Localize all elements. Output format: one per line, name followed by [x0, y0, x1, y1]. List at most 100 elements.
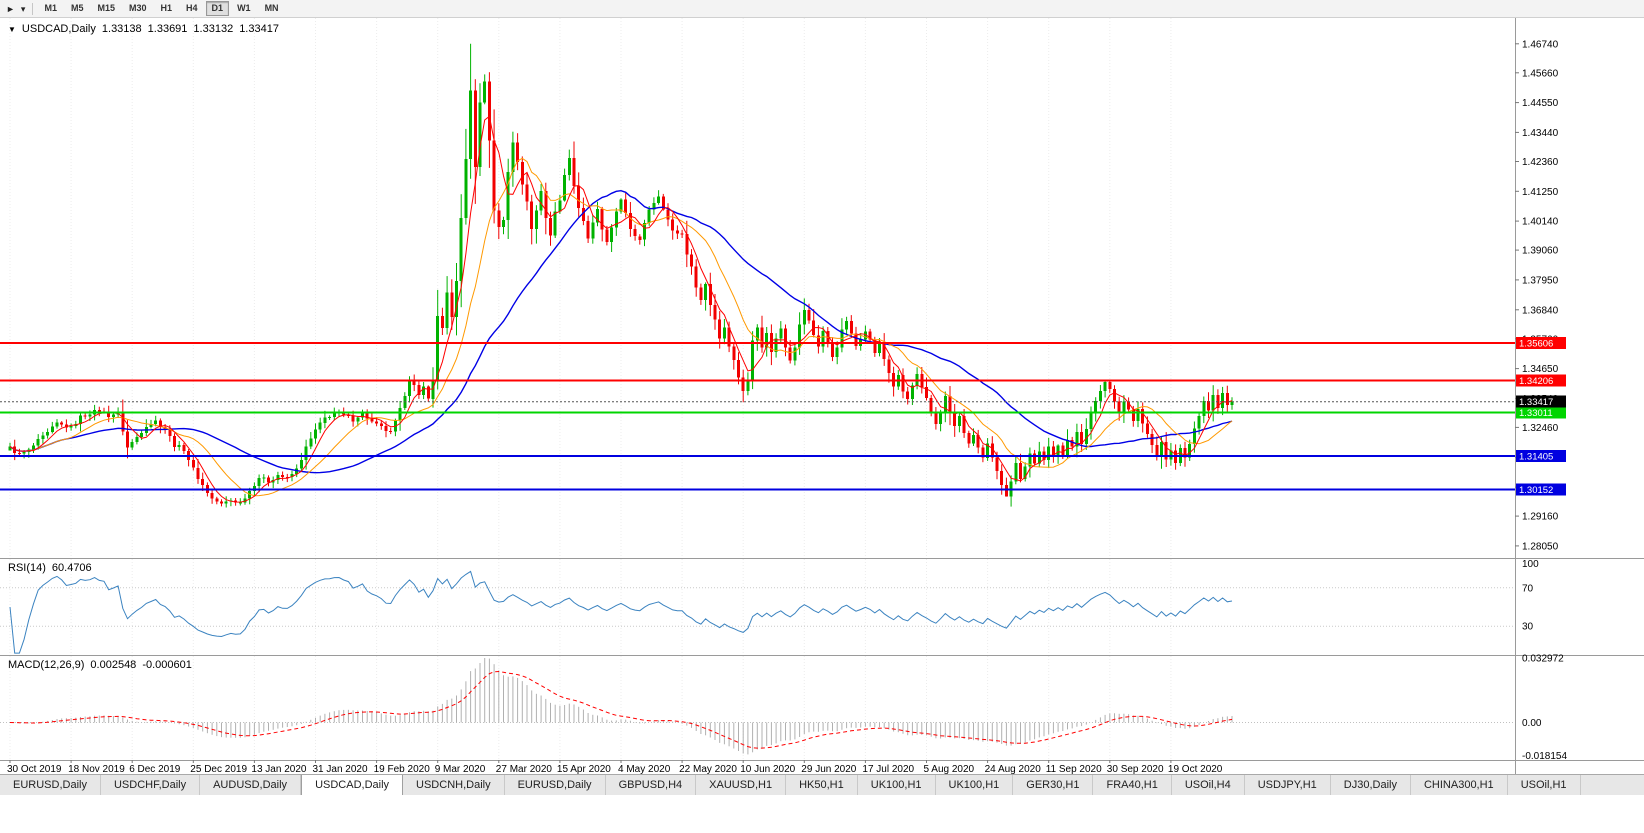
chart-tab-17[interactable]: USOil,H1 [1507, 775, 1581, 795]
candle-body [154, 420, 158, 424]
candle-body [158, 420, 162, 427]
chart-tab-13[interactable]: USOil,H4 [1171, 775, 1245, 795]
candle-body [534, 210, 538, 230]
price-axis[interactable]: 1.46740 1.45660 1.44550 1.43440 1.42360 1.412… [1515, 39, 1559, 552]
candle-body [596, 209, 599, 223]
chart-tab-5[interactable]: EURUSD,Daily [504, 775, 606, 795]
symbol-dropdown-icon[interactable]: ▼ [8, 24, 16, 34]
candle-body [55, 422, 59, 427]
chart-tab-15[interactable]: DJ30,Daily [1330, 775, 1411, 795]
toolbar: ► ▾ M1 M5 M15 M30 H1 H4 D1 W1 MN [0, 0, 1644, 18]
price-tag-1.35606: 1.35606 [1516, 336, 1566, 349]
chart-canvas[interactable]: 1.46740 1.45660 1.44550 1.43440 1.42360 1.412… [0, 18, 1644, 774]
candle-body [788, 347, 792, 361]
candle-body [516, 142, 520, 162]
candle-body [530, 201, 534, 230]
candle-body [708, 284, 712, 305]
candle-body [398, 408, 402, 420]
candle-body [619, 199, 623, 212]
timeframe-button-w1[interactable]: W1 [237, 3, 251, 13]
candle-body [1197, 416, 1201, 429]
candle-body [831, 342, 834, 358]
candle-body [624, 199, 628, 213]
candle-body [1122, 401, 1126, 414]
timeframe-button-mn[interactable]: MN [264, 3, 279, 13]
chart-tab-12[interactable]: FRA40,H1 [1093, 775, 1172, 795]
candle-body [934, 412, 938, 425]
candle-body [873, 339, 877, 354]
candle-body [83, 415, 87, 417]
chart-tab-4[interactable]: USDCNH,Daily [403, 775, 505, 795]
svg-text:1.35606: 1.35606 [1519, 338, 1553, 349]
candle-body [746, 379, 750, 391]
date-tick-label: 4 May 2020 [618, 764, 671, 774]
candle-body [8, 446, 12, 451]
candle-body [393, 420, 397, 432]
candle-body [46, 431, 50, 436]
candle-body [520, 162, 524, 185]
candle-body [511, 142, 515, 172]
candle-body [600, 209, 604, 230]
chart-tab-1[interactable]: USDCHF,Daily [100, 775, 201, 795]
timeframe-button-h1[interactable]: H1 [160, 3, 173, 13]
candle-body [79, 415, 82, 424]
chart-tab-8[interactable]: HK50,H1 [786, 775, 858, 795]
candle-body [704, 284, 708, 300]
price-tick-label: 1.36840 [1522, 305, 1559, 316]
chart-tab-0[interactable]: EURUSD,Daily [0, 775, 101, 795]
quote-low: 1.33132 [193, 23, 234, 35]
candle-body [1084, 429, 1088, 444]
candle-body [732, 346, 736, 360]
price-tick-label: 1.34650 [1522, 364, 1559, 375]
date-tick-label: 5 Aug 2020 [924, 764, 975, 774]
toolbar-dropdown-icon[interactable]: ▾ [20, 3, 26, 14]
chart-tab-11[interactable]: GER30,H1 [1013, 775, 1094, 795]
timeframe-buttons: M1 M5 M15 M30 H1 H4 D1 W1 MN [37, 1, 285, 16]
candle-body [699, 287, 703, 300]
date-axis[interactable]: 30 Oct 2019 18 Nov 2019 6 Dec 2019 25 Dec 2… [7, 760, 1223, 774]
timeframe-button-m5[interactable]: M5 [70, 3, 84, 13]
chart-tab-14[interactable]: USDJPY,H1 [1244, 775, 1331, 795]
chart-tab-9[interactable]: UK100,H1 [857, 775, 936, 795]
chart-tab-6[interactable]: GBPUSD,H4 [605, 775, 697, 795]
timeframe-button-h4[interactable]: H4 [186, 3, 198, 13]
chart-tab-16[interactable]: CHINA300,H1 [1410, 775, 1508, 795]
candle-body [281, 474, 285, 477]
candle-body [610, 227, 614, 243]
candle-body [332, 412, 336, 418]
candle-body [473, 90, 477, 167]
candle-body [1131, 409, 1135, 421]
candle-body [1089, 413, 1093, 430]
price-tick-label: 1.41250 [1522, 187, 1559, 198]
candle-body [1136, 409, 1140, 421]
candle-body [502, 219, 505, 228]
candle-body [901, 375, 905, 392]
chart-tab-7[interactable]: XAUUSD,H1 [696, 775, 787, 795]
date-tick-label: 19 Oct 2020 [1168, 764, 1223, 774]
timeframe-button-m15[interactable]: M15 [97, 3, 115, 13]
candle-body [1183, 447, 1187, 458]
chart-tab-10[interactable]: UK100,H1 [935, 775, 1014, 795]
candle-body [220, 501, 223, 504]
candle-body [826, 331, 830, 343]
chart-tab-2[interactable]: AUDUSD,Daily [200, 775, 302, 795]
candle-body [906, 391, 910, 400]
candle-body [638, 236, 642, 240]
candle-body [680, 233, 684, 235]
chart-tab-3[interactable]: USDCAD,Daily [301, 775, 404, 795]
candle-body [657, 196, 661, 203]
timeframe-button-d1[interactable]: D1 [205, 1, 230, 16]
candle-body [774, 338, 778, 353]
candle-body [422, 386, 426, 395]
candle-body [135, 437, 139, 443]
chart-scroll-icon[interactable]: ► [6, 3, 15, 14]
timeframe-button-m1[interactable]: M1 [44, 3, 57, 13]
timeframe-button-m30[interactable]: M30 [129, 3, 147, 13]
candle-body [60, 422, 64, 425]
candle-body [299, 460, 303, 469]
candle-body [1000, 470, 1004, 486]
candle-body [314, 429, 317, 439]
candle-body [318, 422, 322, 430]
candle-body [605, 229, 609, 243]
candle-body [1230, 401, 1234, 405]
